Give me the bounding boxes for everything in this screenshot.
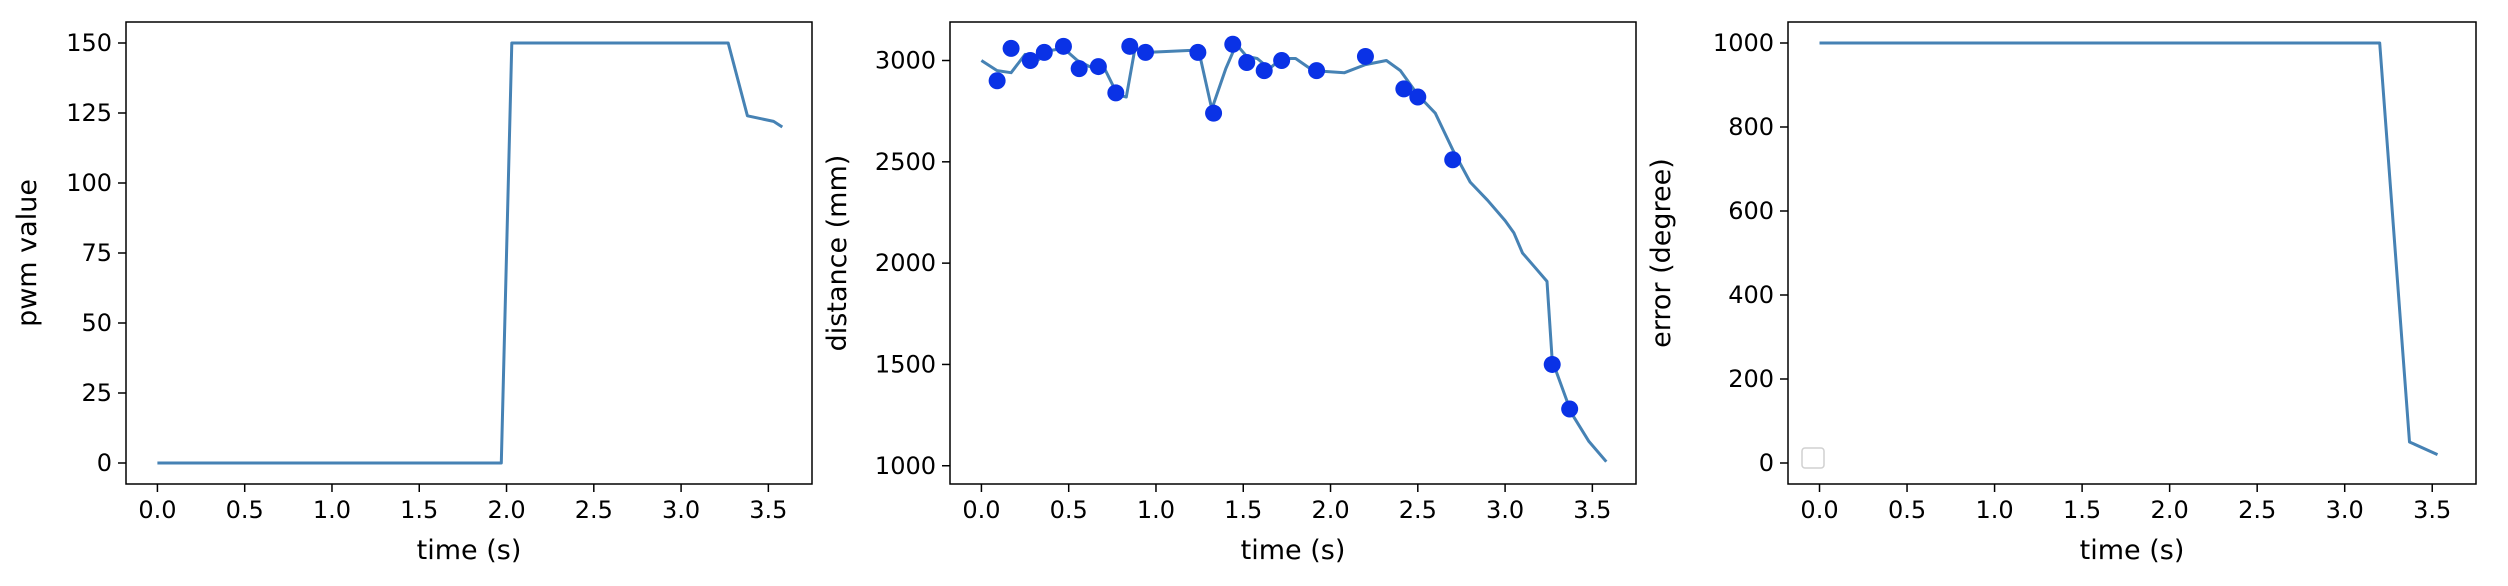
chart-1-scatter-point <box>1561 400 1579 418</box>
chart-2-xtick-label: 1.5 <box>2063 496 2101 524</box>
chart-0-xtick-label: 3.0 <box>662 496 700 524</box>
chart-1-scatter-point <box>1137 43 1155 61</box>
chart-0-xtick-label: 2.5 <box>575 496 613 524</box>
chart-2-ytick-label: 400 <box>1728 281 1774 309</box>
chart-1-scatter-point <box>988 72 1006 90</box>
chart-0-xtick-label: 0.0 <box>138 496 176 524</box>
chart-1-ylabel: distance (mm) <box>822 155 853 352</box>
chart-1-scatter-point <box>1308 62 1326 80</box>
chart-1-series-line <box>980 42 1608 463</box>
chart-0-xtick-label: 3.5 <box>749 496 787 524</box>
chart-0-ytick-label: 100 <box>66 169 112 197</box>
chart-2-ylabel: error (degree) <box>1646 158 1677 348</box>
chart-1-axes-frame <box>949 21 1637 485</box>
chart-1-xtick-label: 1.5 <box>1224 496 1262 524</box>
chart-1-ytick-label: 3000 <box>875 47 936 75</box>
chart-1-scatter-point <box>1273 52 1291 69</box>
chart-2-xtick-label: 3.0 <box>2326 496 2364 524</box>
chart-1-scatter-point <box>1444 151 1462 169</box>
chart-1-xtick-label: 2.5 <box>1399 496 1437 524</box>
chart-2-xlabel: time (s) <box>2080 535 2185 566</box>
chart-1-scatter-point <box>1107 84 1125 102</box>
chart-1-xtick-label: 0.5 <box>1050 496 1088 524</box>
chart-2-xtick-label: 2.5 <box>2238 496 2276 524</box>
chart-1-xtick-label: 3.0 <box>1486 496 1524 524</box>
chart-0-xlabel: time (s) <box>417 535 522 566</box>
chart-2-xtick-label: 0.0 <box>1800 496 1838 524</box>
chart-1-scatter-point <box>1189 43 1207 61</box>
chart-0-ytick-label: 150 <box>66 29 112 57</box>
chart-1-scatter-point <box>1021 52 1039 69</box>
chart-0-xtick-label: 1.5 <box>400 496 438 524</box>
chart-1-scatter-point <box>1002 39 1020 57</box>
chart-1-scatter-point <box>1238 54 1256 72</box>
chart-0-series-line <box>157 41 784 465</box>
chart-2-axes-frame <box>1787 21 2477 485</box>
chart-0-ytick-label: 25 <box>81 379 112 407</box>
chart-2-ytick-label: 0 <box>1759 449 1774 477</box>
chart-0-ylabel: pwm value <box>12 179 43 327</box>
chart-0-ytick-label: 125 <box>66 99 112 127</box>
chart-1-scatter-point <box>1409 88 1427 106</box>
chart-1-scatter-point <box>1054 37 1072 55</box>
chart-1-scatter-point <box>1255 62 1273 80</box>
chart-error: 0.0 0.5 1.0 1.5 2.0 2.5 3.0 3.5 0 200 400 600 800 100… <box>1646 21 2477 566</box>
chart-2-xtick-label: 0.5 <box>1888 496 1926 524</box>
chart-2-ytick-label: 600 <box>1728 197 1774 225</box>
chart-1-ytick-label: 1500 <box>875 350 936 378</box>
chart-0-xtick-label: 2.0 <box>487 496 525 524</box>
chart-1-scatter-point <box>1070 60 1088 78</box>
chart-2-ytick-label: 1000 <box>1713 29 1774 57</box>
chart-1-scatter-point <box>1035 43 1053 61</box>
chart-1-xtick-label: 3.5 <box>1573 496 1611 524</box>
chart-0-axes-frame <box>125 21 813 485</box>
chart-2-series-line <box>1819 41 2439 456</box>
chart-0-ytick-label: 50 <box>81 309 112 337</box>
chart-1-scatter-point <box>1121 37 1139 55</box>
chart-1-xlabel: time (s) <box>1241 535 1346 566</box>
chart-1-ytick-label: 2000 <box>875 249 936 277</box>
chart-1-scatter-point <box>1543 355 1561 373</box>
chart-1-scatter-point <box>1395 80 1413 98</box>
chart-2-legend-box <box>1801 447 1825 469</box>
chart-distance: 0.0 0.5 1.0 1.5 2.0 2.5 3.0 3.5 1000 1500 2000 2500… <box>822 21 1637 566</box>
chart-1-scatter-point <box>1356 47 1374 65</box>
chart-1-xtick-label: 2.0 <box>1311 496 1349 524</box>
chart-0-xtick-label: 1.0 <box>313 496 351 524</box>
chart-1-scatter-point <box>1089 58 1107 76</box>
chart-1-scatter-point <box>1224 35 1242 53</box>
chart-1-scatter-point <box>1205 104 1223 122</box>
chart-2-ytick-label: 200 <box>1728 365 1774 393</box>
chart-2-xtick-label: 3.5 <box>2413 496 2451 524</box>
chart-1-xtick-label: 1.0 <box>1137 496 1175 524</box>
chart-0-xtick-label: 0.5 <box>226 496 264 524</box>
chart-0-ytick-label: 0 <box>97 449 112 477</box>
chart-1-xtick-label: 0.0 <box>962 496 1000 524</box>
chart-2-xtick-label: 1.0 <box>1975 496 2013 524</box>
chart-2-xtick-label: 2.0 <box>2151 496 2189 524</box>
chart-0-ytick-label: 75 <box>81 239 112 267</box>
chart-1-ytick-label: 1000 <box>875 452 936 480</box>
chart-1-ytick-label: 2500 <box>875 148 936 176</box>
chart-2-ytick-label: 800 <box>1728 113 1774 141</box>
chart-pwm: 0.0 0.5 1.0 1.5 2.0 2.5 3.0 3.5 0 25 50 75 100 125 150… <box>12 21 813 566</box>
